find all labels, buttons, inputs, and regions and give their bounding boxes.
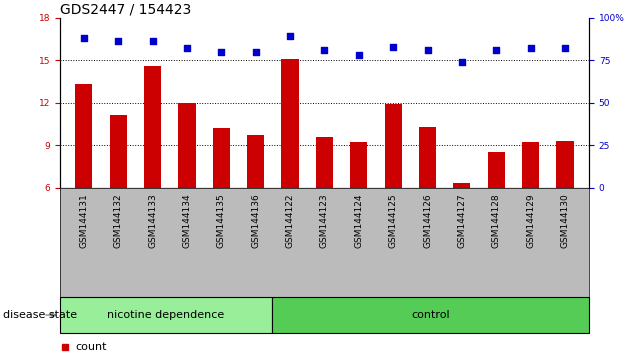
Point	[147, 39, 158, 44]
Point	[354, 52, 364, 58]
Text: GSM144129: GSM144129	[526, 193, 535, 248]
Text: GSM144126: GSM144126	[423, 193, 432, 248]
Point	[560, 45, 570, 51]
Text: disease state: disease state	[3, 310, 77, 320]
Point	[491, 47, 501, 53]
Text: nicotine dependence: nicotine dependence	[107, 310, 224, 320]
Text: count: count	[76, 342, 107, 352]
Text: GSM144125: GSM144125	[389, 193, 398, 248]
Bar	[316, 137, 333, 188]
Text: GSM144136: GSM144136	[251, 193, 260, 248]
Text: GSM144133: GSM144133	[148, 193, 157, 248]
Bar	[213, 128, 230, 188]
Bar	[272, 297, 589, 333]
Text: GSM144124: GSM144124	[354, 193, 364, 247]
Text: control: control	[411, 310, 450, 320]
Text: GSM144128: GSM144128	[492, 193, 501, 248]
Bar	[247, 135, 265, 188]
Bar	[60, 297, 272, 333]
Point	[251, 49, 261, 55]
Point	[457, 59, 467, 65]
Point	[113, 39, 123, 44]
Bar	[76, 84, 93, 188]
Bar	[488, 152, 505, 188]
Point	[388, 44, 398, 50]
Text: GSM144122: GSM144122	[285, 193, 295, 247]
Point	[423, 47, 433, 53]
Text: GSM144127: GSM144127	[457, 193, 466, 248]
Bar	[178, 103, 195, 188]
Point	[525, 45, 536, 51]
Bar	[419, 127, 436, 188]
Text: GSM144132: GSM144132	[114, 193, 123, 248]
Bar	[282, 59, 299, 188]
Bar	[110, 115, 127, 188]
Text: GSM144131: GSM144131	[79, 193, 88, 248]
Bar	[144, 66, 161, 188]
Point	[79, 35, 89, 41]
Point	[319, 47, 329, 53]
Text: GSM144130: GSM144130	[561, 193, 570, 248]
Bar	[350, 142, 367, 188]
Bar	[556, 141, 573, 188]
Bar	[384, 104, 402, 188]
Text: GSM144135: GSM144135	[217, 193, 226, 248]
Text: GSM144123: GSM144123	[320, 193, 329, 248]
Text: GDS2447 / 154423: GDS2447 / 154423	[60, 2, 191, 17]
Bar	[454, 183, 471, 188]
Point	[182, 45, 192, 51]
Text: GSM144134: GSM144134	[183, 193, 192, 248]
Point	[285, 34, 295, 39]
Bar	[522, 142, 539, 188]
Point	[216, 49, 226, 55]
